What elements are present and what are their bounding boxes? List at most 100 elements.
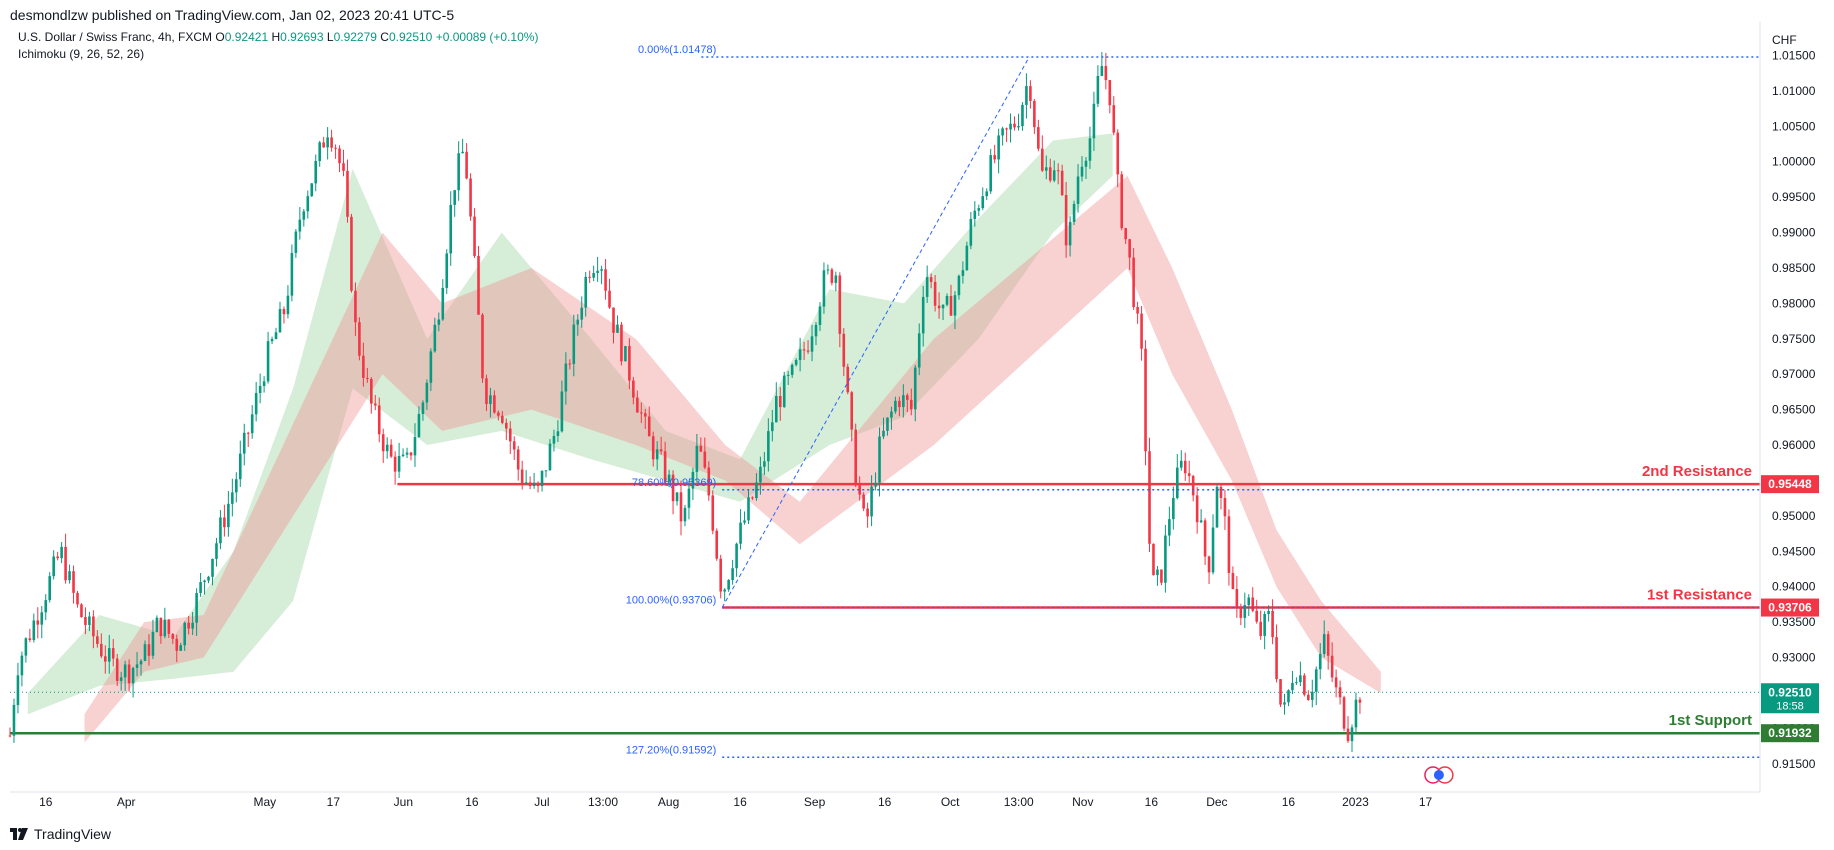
candle-body (616, 324, 619, 333)
low-label: L (326, 30, 334, 44)
tradingview-logo-text: TradingView (34, 826, 112, 842)
candle-body (1072, 203, 1076, 222)
candle-body (1100, 66, 1104, 76)
candle-body (60, 546, 63, 559)
candle-body (659, 449, 663, 452)
candle-body (441, 287, 445, 320)
candle-body (20, 655, 24, 676)
candle-body (1001, 128, 1004, 136)
candle-body (643, 413, 647, 417)
candle-body (993, 155, 996, 160)
candle-body (981, 196, 985, 209)
candle-body (171, 633, 175, 639)
candle-body (604, 269, 607, 291)
candle-body (1132, 257, 1135, 307)
ichimoku-cloud (27, 133, 1381, 743)
candle-body (143, 644, 147, 661)
candle-body (929, 277, 933, 282)
fib-level-label: 78.60%(0.95369) (632, 477, 716, 489)
indicator-legend[interactable]: Ichimoku (9, 26, 52, 26) (18, 47, 144, 61)
candle-body (8, 735, 12, 737)
candle-body (1279, 679, 1282, 705)
candle-body (925, 277, 929, 297)
candle-body (953, 295, 957, 316)
level-price-tag-text: 0.95448 (1768, 477, 1812, 491)
candle-body (449, 204, 453, 254)
candle-body (179, 645, 183, 651)
candle-body (1160, 569, 1163, 583)
candle-body (44, 600, 48, 613)
candle-body (540, 471, 544, 487)
candle-body (568, 363, 572, 365)
candle-body (647, 416, 651, 437)
candle-body (465, 151, 468, 179)
candle-body (965, 245, 969, 271)
time-axis[interactable]: 16 Apr May 17 Jun 16 Jul 13:00 Aug 16 Sep 16 Oct 13:0… (10, 766, 1760, 809)
candle-body (1120, 174, 1124, 229)
candle-body (854, 429, 857, 486)
candle-body (1251, 597, 1255, 611)
candle-body (802, 349, 806, 351)
level-lines: 2nd Resistance 1st Resistance 1st Support (10, 463, 1760, 735)
candle-body (362, 355, 365, 378)
candle-body (1048, 167, 1052, 181)
candle-body (231, 492, 234, 504)
fib-trend-line (721, 56, 1030, 608)
candle-body (1116, 132, 1120, 175)
candle-body (1207, 556, 1211, 573)
candle-body (1064, 195, 1068, 246)
candle-body (373, 403, 377, 406)
candle-body (667, 474, 671, 482)
indicator-name: Ichimoku (9, 26, 52, 26) (18, 47, 145, 61)
candle-body (1334, 677, 1338, 688)
candle-body (1156, 569, 1159, 576)
candle-body (735, 543, 738, 569)
candle-body (1271, 611, 1274, 638)
candle-body (596, 270, 599, 274)
candle-body (1183, 460, 1187, 474)
candle-body (576, 319, 580, 325)
tradingview-logo[interactable]: TradingView (10, 826, 111, 842)
candle-body (385, 444, 389, 452)
candle-body (1033, 100, 1036, 128)
y-tick-label: 0.99000 (1772, 226, 1816, 240)
candle-body (227, 503, 230, 528)
candle-body (1342, 697, 1346, 729)
x-tick-label: 2023 (1342, 795, 1369, 809)
economic-events-icon (1424, 766, 1454, 784)
x-tick-label: 16 (878, 795, 892, 809)
candle-body (28, 638, 32, 640)
candle-body (501, 415, 504, 423)
candle-body (1231, 572, 1235, 590)
symbol-name: U.S. Dollar / Swiss Franc, 4h, FXCM (18, 30, 213, 44)
candle-body (834, 275, 838, 283)
x-tick-label: 17 (327, 795, 341, 809)
tradingview-logo-icon (10, 828, 28, 840)
candle-body (778, 396, 782, 408)
candle-body (1299, 675, 1302, 683)
candle-body (405, 452, 409, 455)
candle-body (111, 648, 115, 659)
candle-body (310, 183, 314, 197)
y-tick-label: 1.01000 (1772, 84, 1816, 98)
candle-body (703, 451, 707, 468)
candle-body (96, 636, 99, 644)
candle-body (1346, 728, 1350, 742)
candle-body (242, 432, 246, 454)
candle-body (1017, 126, 1020, 128)
candle-body (691, 471, 695, 489)
y-tick-label: 0.94000 (1772, 580, 1816, 594)
high-label: H (271, 30, 281, 44)
candle-body (663, 451, 667, 482)
candle-body (80, 604, 83, 618)
candle-body (1303, 675, 1306, 695)
candle-body (826, 269, 830, 271)
candle-body (115, 658, 119, 681)
y-tick-label: 0.95000 (1772, 509, 1816, 523)
candle-body (56, 556, 59, 559)
symbol-legend[interactable]: U.S. Dollar / Swiss Franc, 4h, FXCM O0.9… (18, 30, 538, 44)
x-tick-label: Apr (117, 795, 136, 809)
candle-body (1108, 80, 1112, 106)
